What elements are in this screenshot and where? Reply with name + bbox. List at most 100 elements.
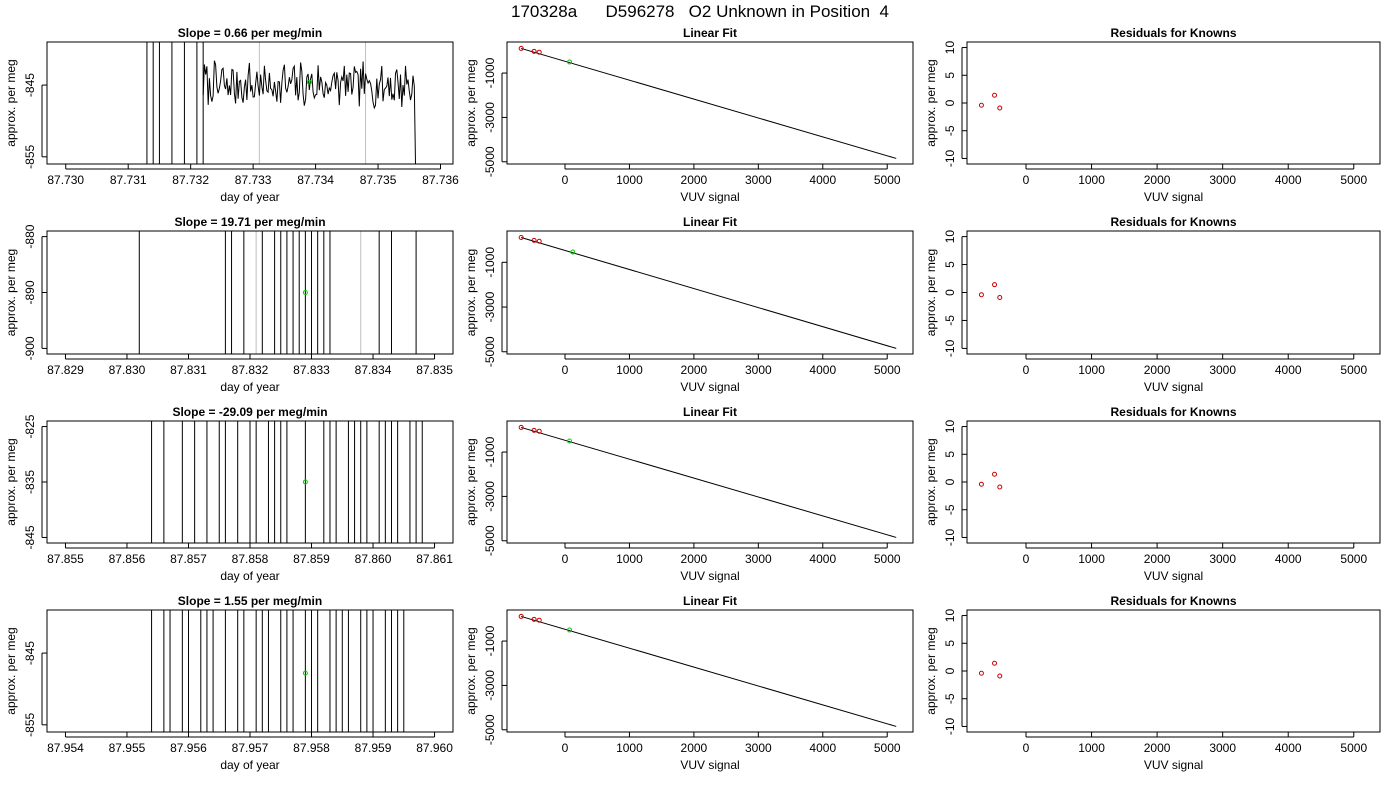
y-axis-label: approx. per meg [464,249,478,336]
x-tick-label: 4000 [1275,552,1302,566]
x-tick-label: 1000 [616,363,643,377]
panel-2-1: Slope = 19.71 per meg/min 87.829 87.830 87.… [4,215,454,394]
x-axis-label: day of year [220,190,279,204]
y-tick-label: 10 [943,41,957,55]
x-tick-label: 2000 [1144,741,1171,755]
x-tick-label: 5000 [874,741,901,755]
residual-point [978,292,984,298]
x-axis-label: VUV signal [680,190,739,204]
panel-4-1: Slope = 1.55 per meg/min 87.954 87.955 87.9… [4,594,454,772]
x-tick-label: 1000 [616,741,643,755]
x-tick-label: 3000 [1209,363,1236,377]
plot-area [518,613,897,727]
panel-3-1: Slope = -29.09 per meg/min 87.855 87.856 87… [4,405,454,583]
y-tick-label: -890 [23,280,37,304]
y-tick-label: -845 [23,641,37,665]
x-tick-label: 0 [1023,552,1030,566]
plot-area [146,42,416,164]
x-tick-label: 3000 [1209,741,1236,755]
y-tick-label: -1000 [483,625,497,656]
known-point [536,617,542,623]
x-tick-label: 3000 [745,363,772,377]
x-tick-label: 87.859 [293,552,330,566]
y-tick-label: -10 [943,149,957,167]
known-point [518,424,524,430]
y-tick-label: 10 [943,609,957,623]
panel-2-3: Residuals for Knowns 0 1000 2000 3000 4000 500… [924,215,1381,394]
panel-title: Linear Fit [683,594,737,608]
y-tick-label: 0 [943,667,957,674]
y-axis-label: approx. per meg [924,249,938,336]
x-axis-label: VUV signal [1144,190,1203,204]
y-axis-label: approx. per meg [464,59,478,146]
known-point [531,48,537,54]
x-axis-label: VUV signal [680,380,739,394]
y-tick-label: 5 [943,640,957,647]
x-tick-label: 3000 [1209,552,1236,566]
y-tick-label: 0 [943,99,957,106]
x-tick-label: 3000 [745,741,772,755]
residual-point [978,670,984,676]
y-tick-label: -855 [23,712,37,736]
fit-line [521,47,897,159]
fit-line [521,426,897,538]
plot-area [518,234,897,349]
y-tick-label: 0 [943,289,957,296]
x-tick-label: 3000 [1209,173,1236,187]
x-tick-label: 3000 [745,552,772,566]
y-axis-label: approx. per meg [464,438,478,525]
x-axis-label: day of year [220,569,279,583]
x-tick-label: 1000 [1078,173,1105,187]
panel-title: Slope = 19.71 per meg/min [174,215,325,229]
panel-3-3: Residuals for Knowns 0 1000 2000 3000 4000 500… [924,405,1381,583]
x-tick-label: 87.732 [172,173,209,187]
known-point [531,616,537,622]
unknown-marker [302,290,308,295]
x-tick-label: 4000 [1275,363,1302,377]
x-tick-label: 87.829 [47,363,84,377]
residual-point [978,481,984,487]
y-tick-label: -10 [943,528,957,546]
panel-title: Residuals for Knowns [1110,215,1236,229]
x-tick-label: 87.957 [232,741,269,755]
x-axis-label: day of year [220,758,279,772]
residual-point [992,660,998,666]
plot-frame [46,230,454,355]
y-tick-label: -5 [943,125,957,136]
x-tick-label: 87.731 [110,173,147,187]
y-tick-label: 0 [943,478,957,485]
residual-point [978,102,984,108]
unknown-point [570,249,576,255]
residual-point [997,105,1003,111]
panel-4-3: Residuals for Knowns 0 1000 2000 3000 4000 500… [924,594,1381,772]
plot-area [138,231,417,354]
panel-1-3: Residuals for Knowns 0 1000 2000 3000 4000 500… [924,26,1381,204]
x-tick-label: 4000 [1275,173,1302,187]
x-tick-label: 87.830 [109,363,146,377]
x-tick-label: 5000 [1340,741,1367,755]
x-tick-label: 5000 [874,552,901,566]
plot-area [151,421,423,543]
x-tick-label: 4000 [809,363,836,377]
unknown-point [567,438,573,444]
plot-area [978,92,1003,111]
x-tick-label: 0 [562,552,569,566]
plot-frame [966,609,1381,733]
x-tick-label: 87.734 [297,173,334,187]
panel-title: Linear Fit [683,26,737,40]
x-tick-label: 87.835 [416,363,453,377]
y-tick-label: -825 [23,414,37,438]
plot-frame [966,420,1381,544]
panel-title: Linear Fit [683,405,737,419]
y-tick-label: 10 [943,230,957,244]
panel-1-1: Slope = 0.66 per meg/min 87.730 87.731 87.7… [4,26,459,204]
residual-point [997,484,1003,490]
unknown-marker [306,79,312,85]
x-tick-label: 87.856 [109,552,146,566]
y-tick-label: -10 [943,717,957,735]
unknown-point [567,59,573,65]
x-axis-label: VUV signal [680,569,739,583]
x-tick-label: 2000 [681,173,708,187]
x-tick-label: 87.730 [47,173,84,187]
known-point [536,49,542,55]
